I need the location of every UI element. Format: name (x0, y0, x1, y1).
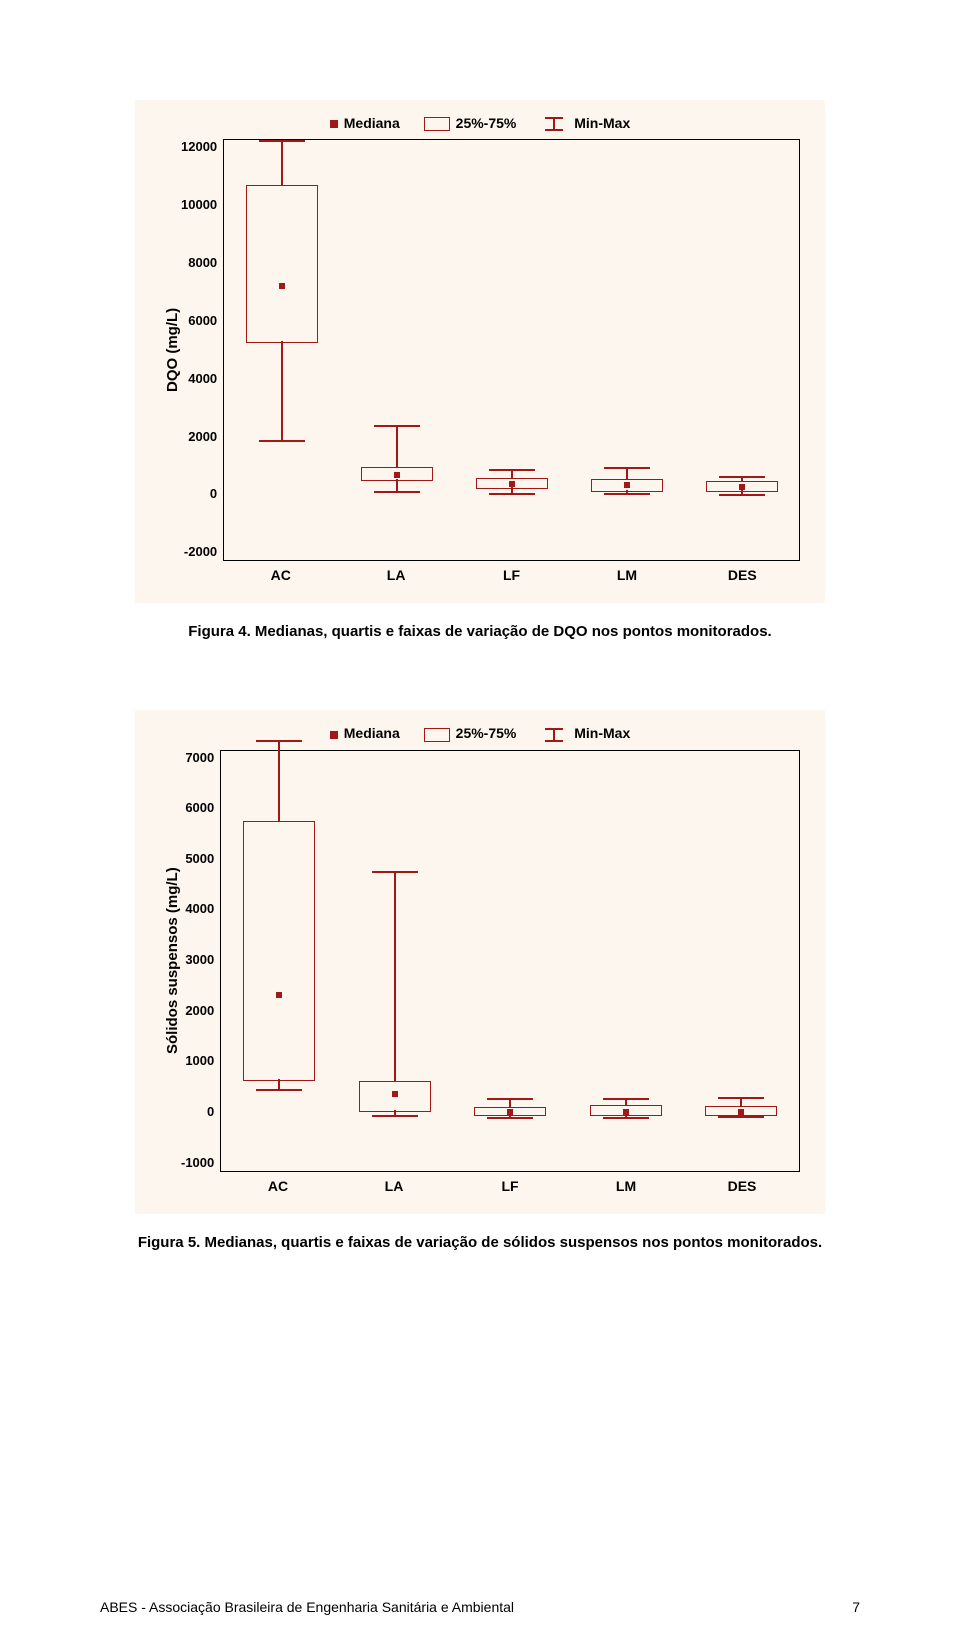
chart-dqo: Mediana 25%-75% Min-Max DQO (mg/L) 12000… (135, 100, 825, 603)
legend-whisker-swatch (540, 728, 568, 742)
legend-median-swatch (330, 120, 338, 128)
y-tick-label: 2000 (181, 429, 217, 444)
y-axis-label: DQO (mg/L) (160, 139, 181, 561)
y-tick-label: 6000 (181, 800, 214, 815)
legend-box-label: 25%-75% (456, 725, 517, 741)
plot-area (223, 139, 800, 561)
legend-box-swatch (424, 117, 450, 131)
y-tick-label: 0 (181, 1104, 214, 1119)
page-number: 7 (852, 1599, 860, 1615)
legend-whisker-label: Min-Max (574, 725, 630, 741)
x-axis-ticks: ACLALFLMDES (220, 1172, 800, 1194)
plot-area (220, 750, 800, 1172)
y-tick-label: 7000 (181, 750, 214, 765)
x-tick-label: LM (569, 561, 684, 583)
legend-box-label: 25%-75% (456, 115, 517, 131)
y-tick-label: 1000 (181, 1053, 214, 1068)
y-tick-label: 4000 (181, 901, 214, 916)
x-tick-label: DES (684, 1172, 800, 1194)
x-tick-label: LA (338, 561, 453, 583)
y-tick-label: 6000 (181, 313, 217, 328)
legend-median-label: Mediana (344, 725, 400, 741)
figure4-caption: Figura 4. Medianas, quartis e faixas de … (130, 623, 830, 640)
x-tick-label: LF (454, 561, 569, 583)
y-tick-label: 12000 (181, 139, 217, 154)
legend-box-swatch (424, 728, 450, 742)
page-footer: ABES - Associação Brasileira de Engenhar… (100, 1599, 860, 1615)
x-tick-label: DES (685, 561, 800, 583)
legend-median-label: Mediana (344, 115, 400, 131)
x-tick-label: LF (452, 1172, 568, 1194)
x-tick-label: AC (220, 1172, 336, 1194)
x-tick-label: LM (568, 1172, 684, 1194)
figure5-caption: Figura 5. Medianas, quartis e faixas de … (130, 1234, 830, 1251)
x-tick-label: AC (223, 561, 338, 583)
y-tick-label: 2000 (181, 1003, 214, 1018)
chart-legend: Mediana 25%-75% Min-Max (160, 115, 800, 131)
page: Mediana 25%-75% Min-Max DQO (mg/L) 12000… (0, 0, 960, 1640)
y-tick-label: -2000 (181, 544, 217, 559)
y-axis-ticks: 12000 10000 8000 6000 4000 2000 0 -2000 (181, 139, 223, 559)
y-tick-label: 0 (181, 486, 217, 501)
y-tick-label: 3000 (181, 952, 214, 967)
y-tick-label: -1000 (181, 1155, 214, 1170)
legend-whisker-swatch (540, 117, 568, 131)
legend-median-swatch (330, 731, 338, 739)
y-axis-ticks: 7000 6000 5000 4000 3000 2000 1000 0 -1000 (181, 750, 220, 1170)
chart-solidos: Mediana 25%-75% Min-Max Sólidos suspenso… (135, 710, 825, 1213)
y-tick-label: 8000 (181, 255, 217, 270)
y-axis-label: Sólidos suspensos (mg/L) (160, 750, 181, 1172)
footer-text: ABES - Associação Brasileira de Engenhar… (100, 1599, 514, 1615)
x-tick-label: LA (336, 1172, 452, 1194)
y-tick-label: 5000 (181, 851, 214, 866)
y-tick-label: 10000 (181, 197, 217, 212)
legend-whisker-label: Min-Max (574, 115, 630, 131)
x-axis-ticks: ACLALFLMDES (223, 561, 800, 583)
y-tick-label: 4000 (181, 371, 217, 386)
